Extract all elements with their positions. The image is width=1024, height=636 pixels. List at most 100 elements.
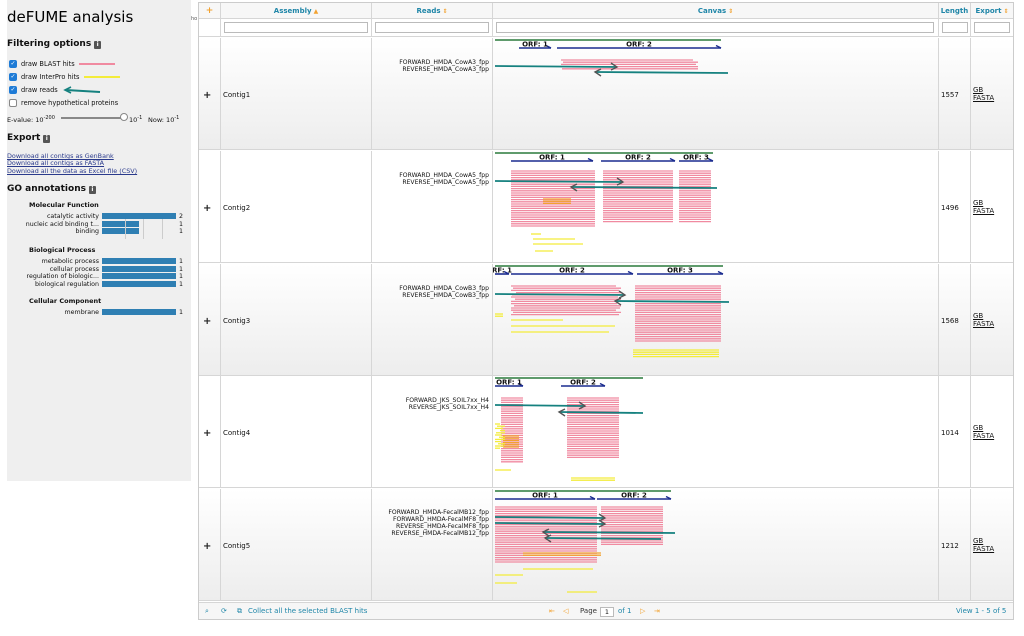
read-arrow[interactable] [558, 411, 644, 415]
contig-canvas[interactable]: RF: 1 ORF: 2 ORF: 3 [493, 264, 933, 374]
assembly-filter-input[interactable] [224, 22, 368, 33]
expand-row-icon[interactable]: + [203, 315, 212, 327]
filtering-heading-text: Filtering options [7, 39, 92, 49]
last-page-icon[interactable]: ⇥ [654, 607, 660, 615]
export-heading: Export i [7, 133, 51, 143]
export-genbank-link[interactable]: GB [973, 198, 984, 207]
read-name: FORWARD_HMDA_CowB3_fpp [399, 284, 489, 292]
search-icon[interactable]: ⌕ [205, 607, 209, 615]
expand-row-icon[interactable]: + [203, 90, 212, 101]
export-cell: GB FASTA [971, 38, 1013, 150]
read-arrow[interactable] [614, 299, 730, 303]
reads-list: FORWARD_HMDA_CowA3_fpp REVERSE_HMDA_CowA3… [399, 59, 489, 73]
read-arrow[interactable] [494, 65, 618, 68]
expand-row-icon[interactable]: + [203, 428, 212, 440]
table-row[interactable]: + Contig4 FORWARD_JKS_SOIL7xx_H4 REVERSE_JK… [199, 376, 1013, 489]
info-icon[interactable]: i [43, 135, 51, 143]
export-fasta-link[interactable]: FASTA [973, 545, 995, 554]
read-arrow[interactable] [544, 537, 662, 541]
prev-page-icon[interactable]: ◁ [563, 607, 569, 615]
export-cell: GB FASTA [971, 489, 1013, 601]
next-page-icon[interactable]: ▷ [640, 607, 646, 615]
option-remove-hypothetical[interactable]: remove hypothetical proteins [9, 98, 118, 107]
go-bar[interactable] [102, 265, 176, 272]
option-draw-interpro[interactable]: ✓ draw InterPro hits [9, 72, 120, 81]
read-arrow[interactable] [542, 531, 676, 535]
export-filter-input[interactable] [974, 22, 1010, 33]
column-header-assembly[interactable]: Assembly ▲ [221, 3, 372, 19]
export-genbank-link[interactable]: GB [973, 86, 984, 94]
canvas-filter-input[interactable] [496, 22, 934, 33]
table-row[interactable]: + Contig1 FORWARD_HMDA_CowA3_fpp REVERSE_HM… [199, 38, 1013, 150]
column-header-export[interactable]: Export ⇕ [971, 3, 1013, 19]
column-header-length[interactable]: Length [939, 3, 971, 19]
evalue-slider-handle[interactable] [120, 113, 128, 121]
collect-icon[interactable]: ⧉ [237, 607, 242, 615]
collect-blast-hits-button[interactable]: Collect all the selected BLAST hits [248, 607, 368, 615]
export-genbank-link[interactable]: GB [973, 424, 984, 433]
option-draw-blast[interactable]: ✓ draw BLAST hits [9, 59, 115, 68]
reads-list: FORWARD_HMDA-FecalMB12_fpp FORWARD_HMDA-F… [388, 509, 489, 537]
export-fasta-link[interactable]: FASTA [973, 432, 995, 441]
checkbox-draw-blast[interactable]: ✓ [9, 59, 17, 68]
checkbox-draw-reads[interactable]: ✓ [9, 85, 17, 94]
read-arrow[interactable] [494, 179, 624, 183]
table-row[interactable]: + Contig2 FORWARD_HMDA_CowA5_fpp REVERSE_HM… [199, 150, 1013, 263]
contig-canvas[interactable]: ORF: 1 ORF: 2 ORF: 3 [493, 151, 933, 261]
download-csv-link[interactable]: Download all the data as Excel file (CSV… [7, 167, 138, 175]
read-arrow[interactable] [594, 71, 729, 74]
download-genbank-link[interactable]: Download all contigs as GenBank [7, 152, 114, 160]
info-icon[interactable]: i [94, 41, 102, 49]
table-row[interactable]: + Contig3 FORWARD_HMDA_CowB3_fpp REVERSE_HM… [199, 263, 1013, 376]
sort-icon: ⇕ [728, 8, 734, 15]
expand-row-icon[interactable]: + [203, 541, 212, 553]
contig-canvas[interactable]: ORF: 1 ORF: 2 [493, 489, 933, 599]
option-draw-reads[interactable]: ✓ draw reads [9, 85, 102, 94]
read-arrow[interactable] [494, 516, 606, 520]
export-fasta-link[interactable]: FASTA [973, 319, 995, 328]
orf-arrowhead [589, 496, 596, 500]
go-bar[interactable] [102, 220, 139, 227]
go-bar[interactable] [102, 258, 176, 264]
read-arrow[interactable] [570, 185, 718, 189]
go-group-title: Molecular Function [29, 201, 99, 209]
contig-canvas[interactable]: ORF: 1 ORF: 2 [493, 38, 933, 148]
go-bar[interactable] [102, 213, 176, 219]
go-term-label: biological regulation [34, 280, 99, 288]
orf-label: ORF: 3 [667, 266, 693, 274]
orf-arrowhead [545, 44, 552, 49]
export-fasta-link[interactable]: FASTA [973, 206, 995, 215]
evalue-slider-track[interactable] [61, 117, 127, 119]
refresh-icon[interactable]: ⟳ [221, 607, 227, 615]
read-arrow[interactable] [494, 292, 626, 296]
read-arrow[interactable] [494, 522, 606, 526]
go-bar[interactable] [102, 309, 176, 315]
option-label: draw BLAST hits [21, 59, 75, 68]
info-icon[interactable]: i [88, 186, 96, 194]
download-fasta-link[interactable]: Download all contigs as FASTA [7, 159, 105, 167]
export-genbank-link[interactable]: GB [973, 537, 984, 546]
first-page-icon[interactable]: ⇤ [549, 607, 555, 615]
go-bar[interactable] [102, 228, 139, 234]
go-bar[interactable] [102, 280, 176, 287]
export-fasta-link[interactable]: FASTA [973, 94, 995, 102]
checkbox-draw-interpro[interactable]: ✓ [9, 72, 17, 81]
expand-all-icon[interactable]: + [205, 6, 214, 16]
expand-all-header[interactable]: + [199, 3, 221, 19]
contig-name: Contig3 [223, 316, 251, 325]
read-arrow[interactable] [494, 404, 586, 408]
length-filter-input[interactable] [942, 22, 968, 33]
reads-cell: FORWARD_HMDA-FecalMB12_fpp FORWARD_HMDA-F… [372, 489, 493, 602]
export-genbank-link[interactable]: GB [973, 311, 984, 320]
column-header-reads[interactable]: Reads ⇕ [372, 3, 493, 19]
reads-filter-input[interactable] [375, 22, 489, 33]
expand-cell: + [199, 38, 221, 150]
contig-canvas[interactable]: ORF: 1 ORF: 2 [493, 376, 933, 486]
page-number-input[interactable]: 1 [600, 607, 614, 617]
column-header-canvas[interactable]: Canvas ⇕ [493, 3, 939, 19]
expand-row-icon[interactable]: + [203, 202, 212, 214]
go-bar-row: membrane 1 [7, 309, 191, 316]
go-bar[interactable] [102, 273, 176, 279]
checkbox-remove-hypothetical[interactable] [9, 98, 17, 107]
table-row[interactable]: + Contig5 FORWARD_HMDA-FecalMB12_fpp FORWAR… [199, 489, 1013, 602]
